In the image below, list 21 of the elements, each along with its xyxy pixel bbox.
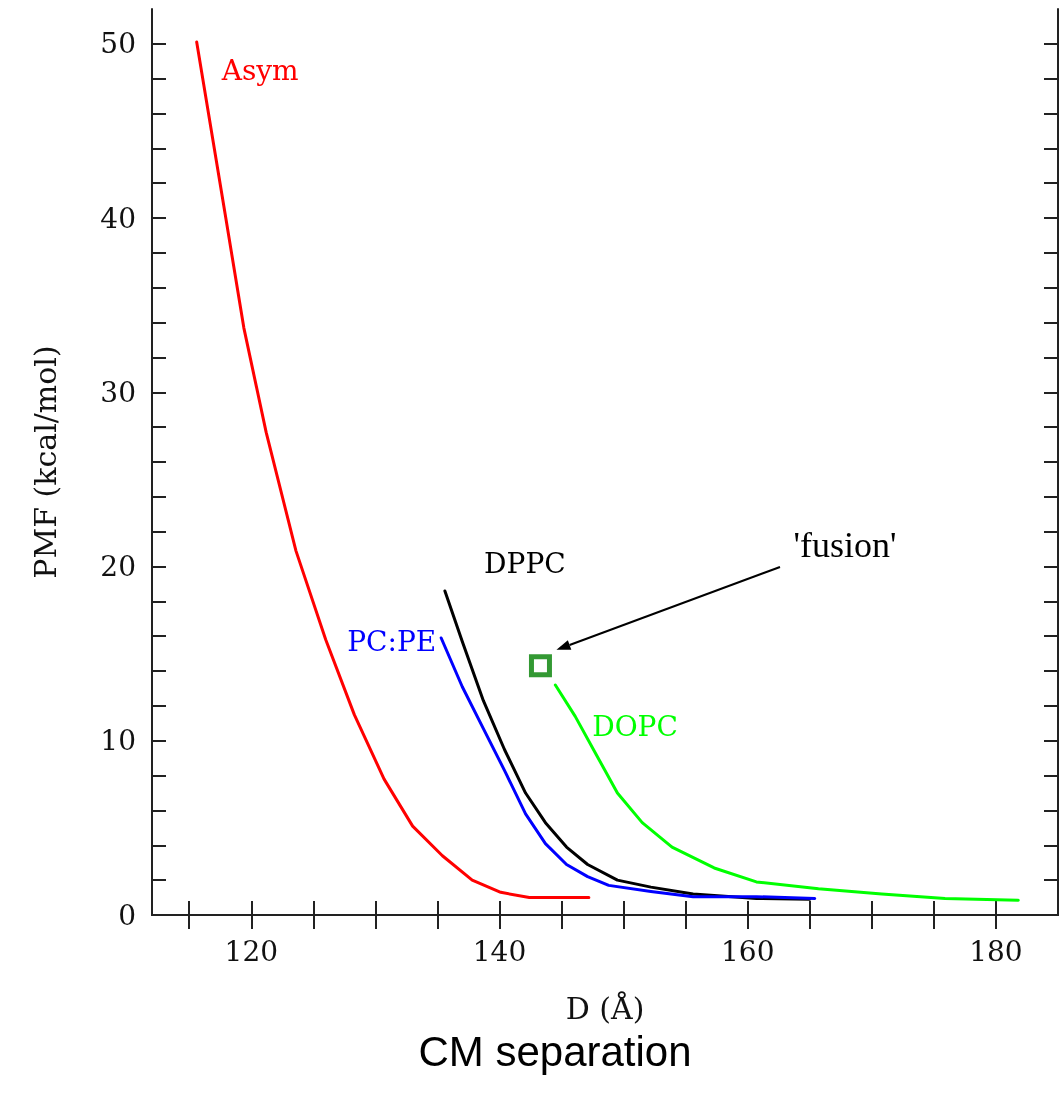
y-tick-label: 20 (100, 550, 136, 584)
series-label: DOPC (592, 709, 678, 743)
y-tick-label: 40 (100, 201, 136, 235)
line-series (439, 636, 817, 900)
text: CM separation (418, 1027, 692, 1075)
line-series (553, 683, 1020, 902)
y-axis-title: PMF (kcal/mol) (27, 345, 63, 579)
y-tick-label: 50 (100, 27, 136, 61)
x-tick-label: 120 (224, 934, 279, 968)
x-tick-label: 180 (969, 934, 1023, 968)
series-label: DPPC (484, 547, 566, 581)
x-tick-label: 140 (472, 934, 527, 968)
y-tick-label: 0 (118, 898, 136, 932)
series-label: PC:PE (347, 625, 437, 659)
y-tick-label: 10 (100, 724, 136, 758)
x-axis-title: D (Å) (565, 990, 645, 1026)
series-label: Asym (220, 53, 299, 87)
annotation: 'fusion' (793, 525, 897, 565)
y-tick-label: 30 (100, 375, 136, 409)
line-series (195, 40, 591, 900)
x-tick-label: 160 (721, 934, 775, 968)
